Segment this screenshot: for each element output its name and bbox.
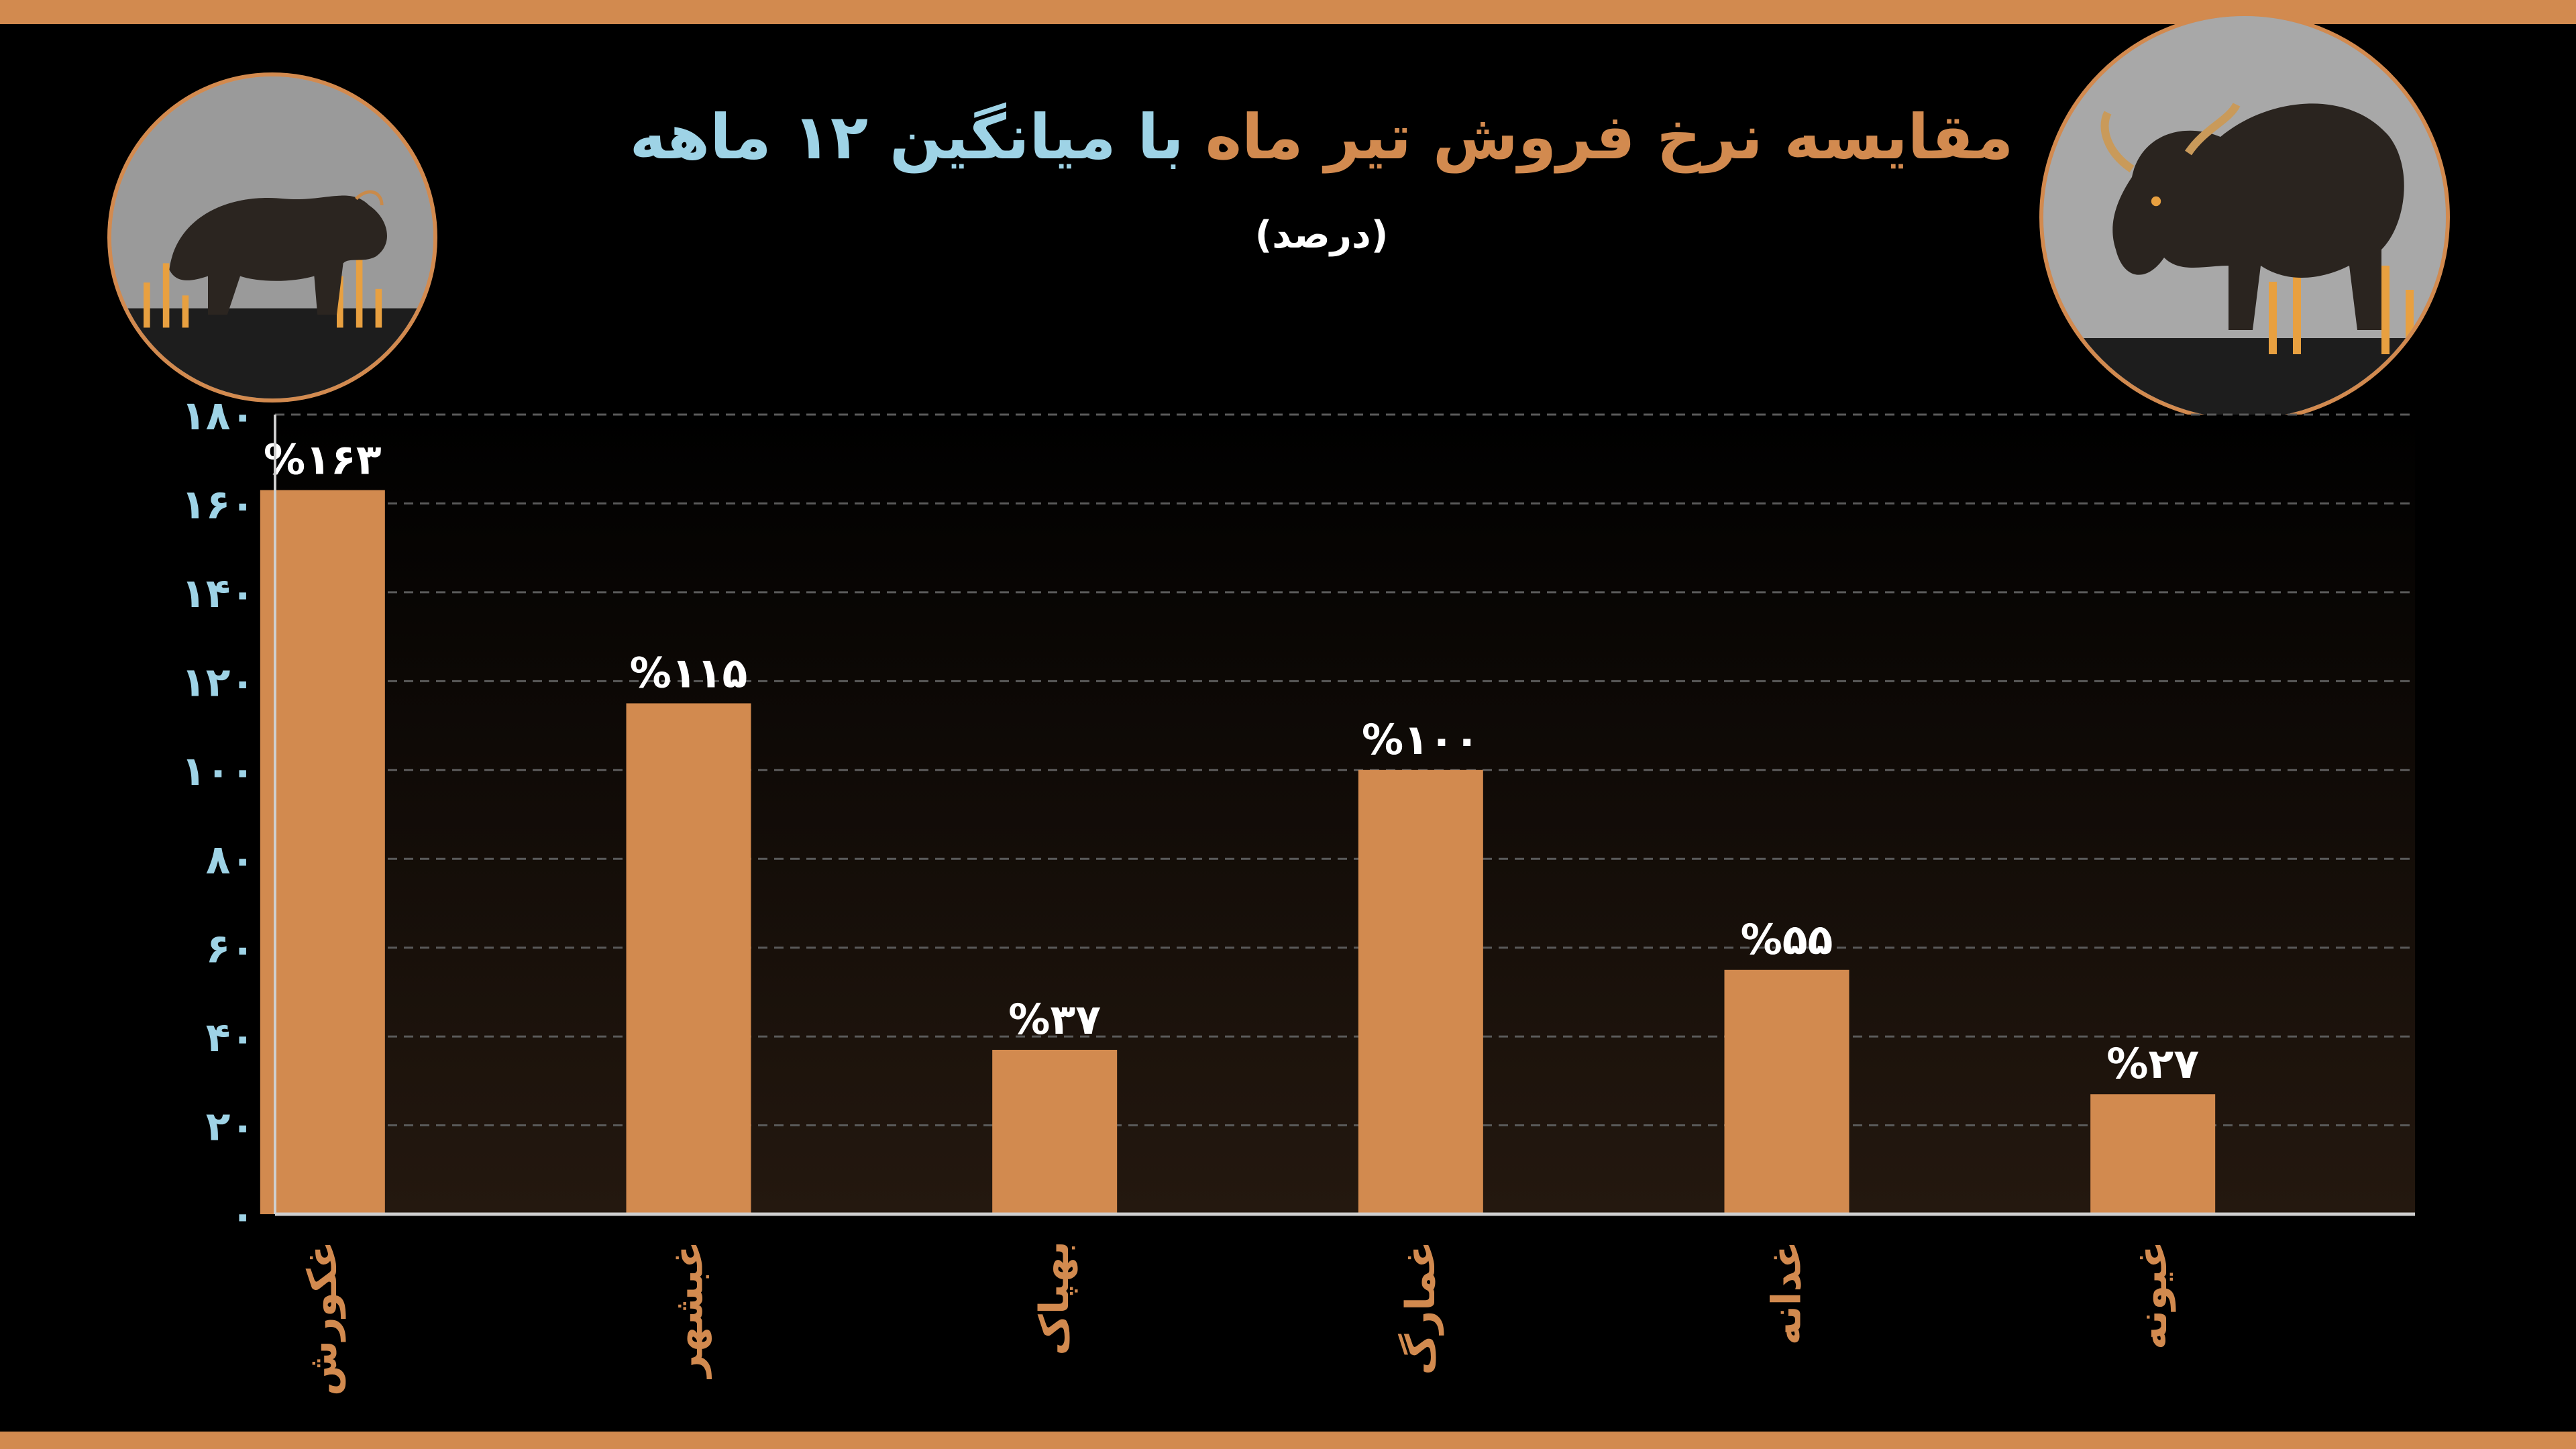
data-label: %۱۶۳ xyxy=(264,435,382,484)
chart-subtitle: (درصد) xyxy=(1254,213,1389,257)
y-tick-label: ۰ xyxy=(230,1192,255,1239)
y-axis-ticks: ۰ ۲۰ ۴۰ ۶۰ ۸۰ ۱۰۰ ۱۲۰ ۱۴۰ ۱۶۰ ۱۸۰ xyxy=(181,392,255,1239)
bar xyxy=(260,490,385,1214)
bar xyxy=(626,703,751,1214)
x-tick-label: غدانه xyxy=(1764,1241,1811,1345)
y-tick-label: ۲۰ xyxy=(206,1104,255,1150)
y-tick-label: ۱۶۰ xyxy=(181,481,255,528)
chart-title-part-1: مقایسه نرخ فروش تیر ماه xyxy=(1205,101,2014,173)
data-label: %۳۷ xyxy=(1008,995,1101,1044)
x-tick-label: غبشهر xyxy=(665,1241,712,1379)
bear-medallion-image xyxy=(107,72,437,402)
y-tick-label: ۴۰ xyxy=(206,1014,255,1061)
x-tick-label: غیونه xyxy=(2129,1241,2176,1350)
bar xyxy=(2090,1094,2216,1214)
data-label: %۵۵ xyxy=(1741,915,1833,964)
bar xyxy=(1724,969,1849,1214)
data-label: %۲۷ xyxy=(2106,1039,2199,1088)
bar xyxy=(992,1049,1118,1214)
y-tick-label: ۱۴۰ xyxy=(181,570,255,617)
y-tick-label: ۶۰ xyxy=(206,926,255,973)
y-tick-label: ۱۰۰ xyxy=(181,748,255,795)
x-axis-ticks: غکورش غبشهر بهپاک غمارگ غدانه غیونه xyxy=(299,1241,2176,1396)
bottom-frame-bar xyxy=(0,1432,2576,1449)
x-tick-label: غکورش xyxy=(299,1241,346,1396)
x-tick-label: غمارگ xyxy=(1397,1241,1444,1375)
bear-icon xyxy=(111,76,433,398)
data-labels: %۱۶۳ %۱۱۵ %۳۷ %۱۰۰ %۵۵ %۲۷ xyxy=(264,435,2199,1089)
data-label: %۱۱۵ xyxy=(630,648,748,697)
y-tick-label: ۱۲۰ xyxy=(181,659,255,706)
x-tick-label: بهپاک xyxy=(1031,1241,1078,1356)
grid-lines xyxy=(275,413,2415,1127)
chart-title: مقایسه نرخ فروش تیر ماه با میانگین ۱۲ ما… xyxy=(604,101,2039,174)
top-frame-bar xyxy=(0,0,2576,24)
bull-medallion-image xyxy=(2039,12,2450,423)
bars xyxy=(260,490,2216,1214)
y-tick-label: ۱۸۰ xyxy=(181,392,255,439)
y-tick-label: ۸۰ xyxy=(206,837,255,883)
bar xyxy=(1358,769,1483,1214)
chart-title-part-2: با میانگین ۱۲ ماهه xyxy=(629,101,1184,173)
data-label: %۱۰۰ xyxy=(1362,715,1480,764)
